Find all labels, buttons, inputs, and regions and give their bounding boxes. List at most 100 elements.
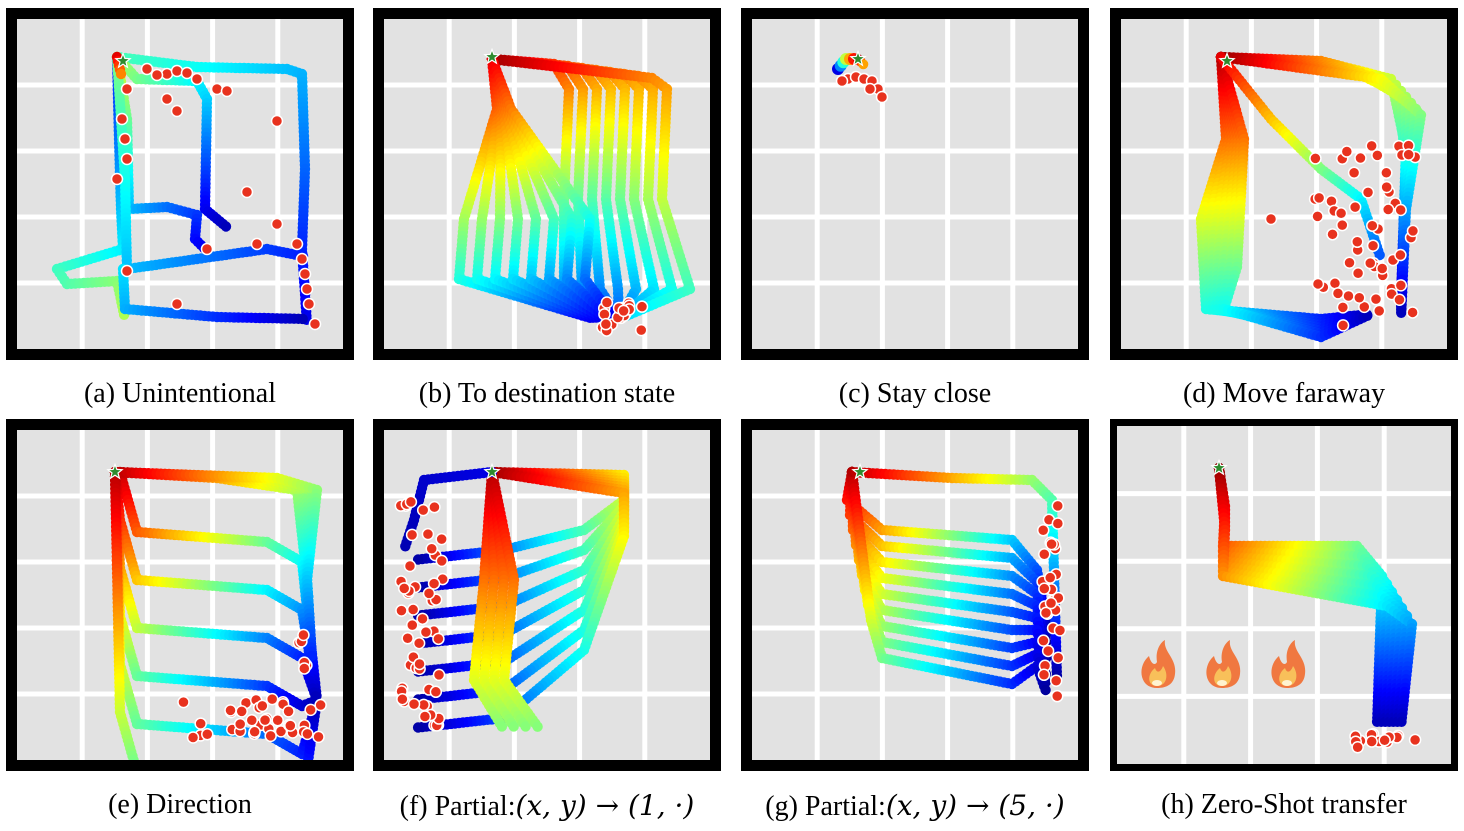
start-star-icon: [114, 51, 132, 69]
endpoint-marker: [635, 323, 648, 337]
endpoint-marker: [301, 727, 314, 741]
panel-d: [1110, 8, 1458, 360]
endpoint-marker: [1366, 239, 1380, 252]
endpoint-marker: [186, 731, 200, 744]
endpoint-marker: [875, 90, 889, 104]
endpoint-marker: [210, 82, 224, 96]
trajectories: [394, 462, 630, 733]
endpoint-marker: [835, 74, 849, 88]
endpoint-marker: [1361, 186, 1375, 199]
endpoint-marker: [1402, 148, 1415, 161]
endpoint-marker: [635, 300, 649, 313]
endpoint-marker: [248, 725, 261, 739]
endpoint-marker: [245, 714, 259, 727]
trajectory-plot-c: [752, 19, 1078, 349]
endpoint-marker: [274, 725, 288, 738]
endpoint-marker: [235, 705, 248, 718]
caption-d: (d) Move faraway: [1182, 378, 1386, 409]
caption-b: (b) To destination state: [418, 378, 676, 409]
panel-e: [6, 419, 354, 771]
endpoint-marker: [599, 317, 613, 331]
endpoint-marker: [298, 662, 311, 675]
endpoint-marker: [1340, 145, 1354, 158]
endpoint-marker: [115, 112, 129, 126]
endpoint-marker: [1366, 219, 1379, 232]
trajectory-point: [306, 650, 317, 661]
trajectory-point: [1362, 310, 1373, 321]
endpoint-marker: [1328, 277, 1342, 290]
endpoint-marker: [240, 185, 254, 199]
endpoint-marker: [617, 304, 630, 318]
endpoint-marker: [120, 82, 134, 96]
endpoint-marker: [1348, 200, 1362, 214]
panel-c: [741, 8, 1089, 360]
endpoint-marker: [1336, 301, 1350, 314]
endpoint-marker: [201, 727, 214, 741]
endpoint-marker: [177, 695, 190, 709]
endpoint-marker: [1342, 289, 1355, 303]
endpoint-marker: [312, 730, 325, 744]
endpoint-marker: [120, 152, 134, 166]
endpoint-marker: [1347, 166, 1361, 180]
trajectory-plot-a: [17, 19, 343, 349]
endpoint-marker: [1406, 306, 1419, 319]
start-star-icon: [483, 47, 501, 65]
trajectory-plot-d: [1121, 19, 1447, 349]
endpoint-marker: [1372, 304, 1386, 318]
endpoint-marker: [1394, 203, 1407, 217]
endpoint-marker: [271, 714, 284, 727]
trajectories: [106, 462, 327, 760]
endpoint-marker: [1406, 224, 1420, 238]
endpoint-marker: [220, 84, 234, 98]
endpoint-marker: [265, 692, 279, 706]
start-star-icon: [106, 462, 124, 480]
endpoint-marker: [1369, 292, 1383, 306]
endpoint-marker: [295, 252, 309, 266]
endpoint-marker: [1375, 262, 1389, 275]
trajectories: [832, 49, 889, 104]
trajectory-point: [297, 313, 308, 325]
endpoint-marker: [180, 66, 194, 80]
endpoint-marker: [1311, 210, 1324, 223]
endpoint-marker: [1393, 293, 1406, 307]
start-star-icon: [1218, 51, 1236, 69]
trajectories: [1195, 51, 1427, 343]
endpoint-marker: [1336, 319, 1350, 332]
trajectory-point: [128, 754, 139, 760]
endpoint-marker: [863, 82, 877, 96]
endpoint-marker: [250, 237, 264, 251]
endpoint-marker: [1380, 166, 1393, 180]
endpoint-marker: [190, 72, 204, 86]
endpoint-marker: [194, 717, 207, 730]
trajectory-plot-b: [384, 19, 710, 349]
endpoint-marker: [1311, 277, 1325, 291]
caption-a: (a) Unintentional: [83, 378, 277, 409]
endpoint-marker: [170, 104, 184, 118]
panel-a: [6, 8, 354, 360]
endpoint-marker: [1312, 191, 1326, 205]
endpoint-marker: [233, 717, 247, 731]
endpoint-marker: [284, 719, 297, 732]
endpoint-marker: [1363, 256, 1377, 270]
endpoint-marker: [118, 132, 132, 146]
trajectory-point: [1374, 249, 1385, 261]
endpoint-marker: [1353, 291, 1366, 305]
panel-b: [373, 8, 721, 360]
endpoint-marker: [270, 114, 284, 128]
endpoint-marker: [1381, 203, 1395, 216]
start-star-icon: [849, 49, 867, 67]
endpoint-marker: [258, 713, 272, 727]
endpoint-marker: [200, 242, 214, 256]
endpoint-marker: [1331, 287, 1345, 300]
endpoint-marker: [110, 172, 124, 186]
trajectories: [51, 51, 322, 331]
endpoint-marker: [1394, 248, 1407, 262]
caption-c: (c) Stay close: [838, 378, 992, 409]
endpoint-marker: [304, 703, 317, 717]
endpoint-marker: [1354, 151, 1367, 165]
endpoint-marker: [1334, 207, 1348, 220]
endpoint-marker: [1264, 212, 1278, 226]
endpoint-marker: [600, 296, 614, 309]
endpoint-marker: [282, 705, 295, 718]
trajectory-point: [1396, 307, 1407, 318]
